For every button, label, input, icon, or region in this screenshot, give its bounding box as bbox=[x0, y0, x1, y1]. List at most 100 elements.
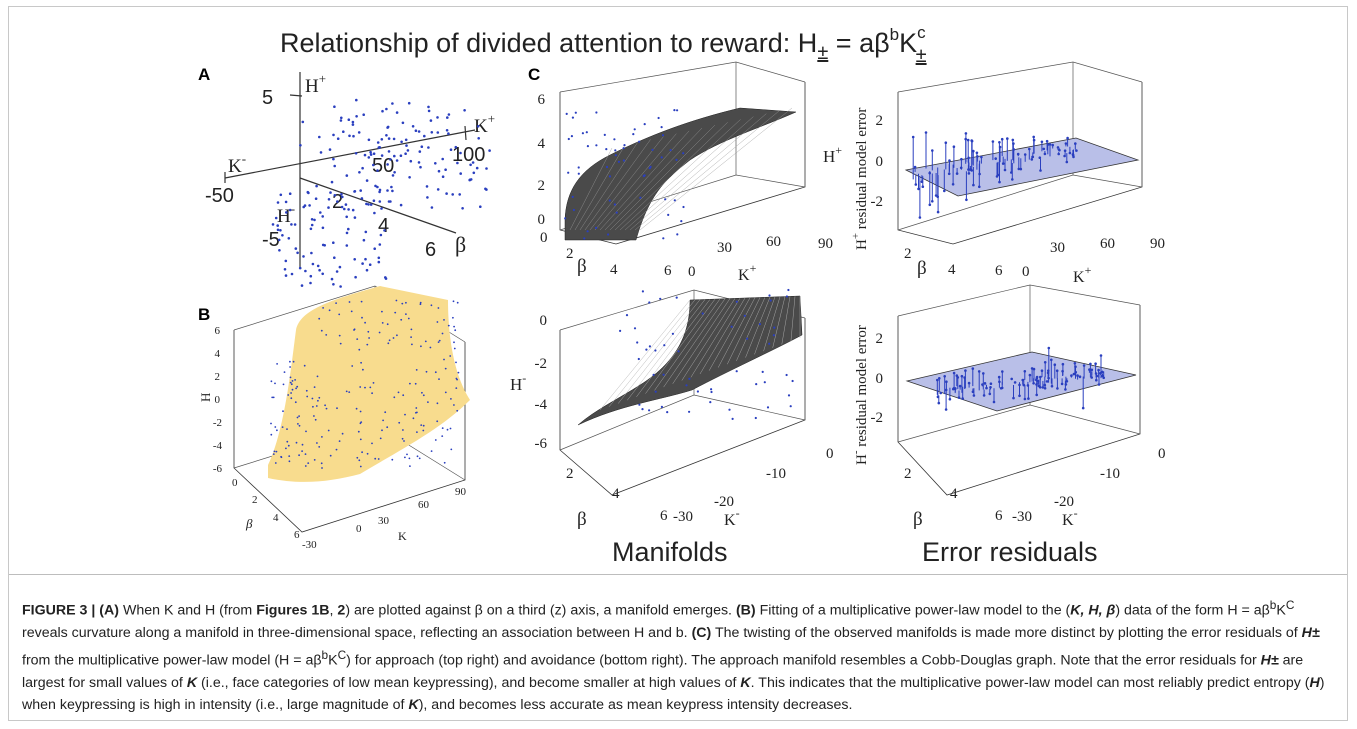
a-point bbox=[376, 141, 380, 144]
a-point bbox=[485, 167, 488, 170]
c-top-xtick: 6 bbox=[664, 263, 672, 279]
c-rb-stem-tip bbox=[1045, 380, 1049, 383]
c-rb-xlabel: β bbox=[913, 509, 923, 530]
c-bottom-mesh-line bbox=[718, 297, 756, 368]
a-point bbox=[372, 152, 376, 155]
c-rb-xtick: 6 bbox=[995, 508, 1003, 524]
b-point bbox=[294, 379, 296, 381]
caption-text: K bbox=[328, 652, 338, 669]
c-rb-stem-tip bbox=[982, 372, 985, 375]
b-point bbox=[367, 330, 370, 333]
c-top-point bbox=[605, 148, 608, 151]
c-rt-stem-tip bbox=[914, 183, 918, 186]
c-top-ylabel: K+ bbox=[738, 261, 757, 284]
a-point bbox=[461, 207, 464, 210]
b-xtick: 4 bbox=[273, 512, 279, 524]
b-point bbox=[449, 355, 452, 357]
b-ztick: 6 bbox=[215, 325, 221, 337]
a-point bbox=[299, 144, 302, 147]
c-bottom-mesh-line bbox=[663, 298, 726, 388]
c-bottom-point bbox=[696, 390, 700, 393]
b-point bbox=[377, 458, 380, 460]
b-point bbox=[358, 459, 361, 462]
c-bottom-point bbox=[636, 341, 639, 344]
a-point bbox=[378, 243, 382, 246]
a-point bbox=[365, 268, 369, 272]
c-rb-stem-tip bbox=[1001, 370, 1004, 373]
b-point bbox=[436, 321, 439, 323]
b-point bbox=[321, 436, 323, 438]
a-point bbox=[369, 153, 373, 156]
panel-c-manifold-top: 6 4 2 0 0 2 4 6 β 0 30 60 90 K+ H+ bbox=[538, 61, 842, 284]
b-point bbox=[294, 401, 297, 404]
c-bottom-point bbox=[619, 329, 622, 332]
b-ztick: -4 bbox=[213, 440, 223, 452]
a-point bbox=[427, 146, 430, 149]
c-top-point bbox=[608, 199, 611, 202]
a-point bbox=[321, 226, 325, 230]
a-point bbox=[284, 259, 288, 263]
c-top-mesh-line bbox=[634, 110, 780, 231]
c-rt-stem-tip bbox=[947, 172, 951, 176]
c-rt-stem-tip bbox=[1001, 162, 1005, 165]
caption-sup: C bbox=[1285, 598, 1295, 612]
c-rt-zlabel: H+ residual model error bbox=[850, 108, 870, 250]
c-rt-ytick: 0 bbox=[1022, 264, 1030, 280]
c-bottom-point bbox=[641, 408, 644, 411]
b-point bbox=[366, 452, 369, 455]
a-point bbox=[468, 178, 472, 182]
a-point bbox=[294, 247, 298, 250]
c-top-point bbox=[680, 220, 683, 223]
c-top-point bbox=[574, 111, 577, 114]
b-point bbox=[362, 368, 364, 371]
c-bottom-point bbox=[758, 323, 762, 326]
b-point bbox=[403, 440, 405, 442]
c-rt-stem-tip bbox=[1000, 137, 1004, 141]
b-point bbox=[371, 442, 373, 445]
c-bottom-point bbox=[648, 345, 652, 348]
c-rt-ztick: 2 bbox=[876, 113, 884, 129]
a-point bbox=[314, 197, 318, 200]
c-rb-stem-tip bbox=[971, 390, 975, 394]
c-bottom-point bbox=[728, 408, 731, 411]
b-point bbox=[455, 387, 458, 389]
b-point bbox=[351, 365, 354, 367]
c-rb-xtick: 4 bbox=[950, 486, 958, 502]
b-point bbox=[276, 429, 278, 432]
b-point bbox=[338, 440, 341, 442]
c-top-point bbox=[571, 116, 575, 119]
c-bottom-point bbox=[785, 373, 788, 377]
a-point bbox=[380, 207, 383, 210]
c-top-ytick: 30 bbox=[717, 240, 732, 256]
a-point bbox=[364, 230, 368, 234]
c-rb-ytick: -20 bbox=[1054, 494, 1074, 510]
b-point bbox=[372, 382, 375, 384]
b-point bbox=[350, 310, 353, 313]
a-point bbox=[423, 134, 426, 138]
b-point bbox=[306, 395, 309, 398]
c-rt-stem-tip bbox=[970, 169, 973, 172]
c-bottom-point bbox=[735, 370, 738, 373]
c-bottom-mesh-line bbox=[736, 297, 766, 361]
a-point bbox=[378, 188, 382, 192]
c-rb-stem-tip bbox=[1040, 369, 1044, 373]
a-point bbox=[330, 277, 334, 281]
a-point bbox=[333, 105, 336, 108]
b-point bbox=[282, 383, 285, 386]
c-mb-xlabel: β bbox=[577, 509, 587, 530]
c-rb-stem-tip bbox=[1089, 362, 1092, 366]
b-point bbox=[364, 386, 366, 389]
c-rb-stem-tip bbox=[1027, 397, 1030, 400]
c-top-mesh-line bbox=[639, 107, 793, 231]
b-point bbox=[348, 391, 351, 393]
c-rb-stem-tip bbox=[954, 387, 957, 390]
a-point bbox=[387, 200, 391, 203]
b-point bbox=[289, 381, 292, 384]
a-point bbox=[445, 129, 449, 132]
column-label-manifolds: Manifolds bbox=[612, 537, 728, 567]
c-bottom-point bbox=[641, 290, 645, 293]
a-point bbox=[399, 203, 403, 207]
c-rt-stem-tip bbox=[970, 139, 974, 143]
a-point bbox=[340, 116, 343, 120]
b-point bbox=[338, 334, 341, 337]
